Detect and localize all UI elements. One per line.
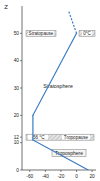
x-axis bbox=[22, 170, 96, 171]
label: 0 bbox=[75, 174, 78, 179]
x-tick bbox=[45, 170, 46, 172]
label: 10 bbox=[14, 140, 20, 145]
label: -20 bbox=[57, 174, 64, 179]
label: 12 bbox=[14, 135, 20, 140]
label: -56 °C bbox=[31, 135, 45, 140]
label-bg bbox=[28, 31, 54, 36]
y-tick bbox=[20, 137, 22, 138]
label-bg bbox=[62, 135, 90, 140]
label-bg bbox=[28, 135, 48, 140]
surface-point bbox=[88, 169, 89, 170]
y-tick bbox=[20, 33, 22, 34]
vertex bbox=[32, 115, 33, 116]
vertex bbox=[32, 139, 33, 140]
profile-line bbox=[33, 33, 88, 170]
label: 30 bbox=[14, 86, 20, 91]
tropopause-band bbox=[26, 134, 94, 140]
y-tick bbox=[20, 88, 22, 89]
y-tick bbox=[20, 60, 22, 61]
chart-root: Stratopause0°C-56 °CTropopauseStratosphe… bbox=[0, 0, 100, 181]
label: Z bbox=[4, 4, 8, 10]
y-tick bbox=[20, 142, 22, 143]
label: 40 bbox=[14, 58, 20, 63]
label-bg bbox=[82, 31, 92, 36]
stratopause-band-right bbox=[79, 30, 95, 36]
chart: Stratopause0°C-56 °CTropopauseStratosphe… bbox=[0, 0, 100, 181]
y-tick bbox=[20, 115, 22, 116]
lines bbox=[32, 11, 89, 170]
label: 0°C bbox=[83, 31, 91, 36]
vertex bbox=[76, 33, 77, 34]
x-tick bbox=[92, 170, 93, 172]
x-tick bbox=[29, 170, 30, 172]
label: -40 bbox=[42, 174, 49, 179]
profile-line bbox=[69, 11, 77, 33]
label: 50 bbox=[14, 31, 20, 36]
label: 20 bbox=[89, 174, 95, 179]
label: 20 bbox=[14, 113, 20, 118]
y-tick bbox=[20, 170, 22, 171]
x-tick bbox=[60, 170, 61, 172]
label: Stratopause bbox=[29, 31, 54, 36]
stratopause-band bbox=[26, 30, 56, 36]
label: Tropopause bbox=[64, 135, 89, 140]
label: Troposphere bbox=[55, 150, 83, 156]
label: 0 bbox=[16, 168, 19, 173]
label: -60 bbox=[26, 174, 33, 179]
x-tick bbox=[76, 170, 77, 172]
